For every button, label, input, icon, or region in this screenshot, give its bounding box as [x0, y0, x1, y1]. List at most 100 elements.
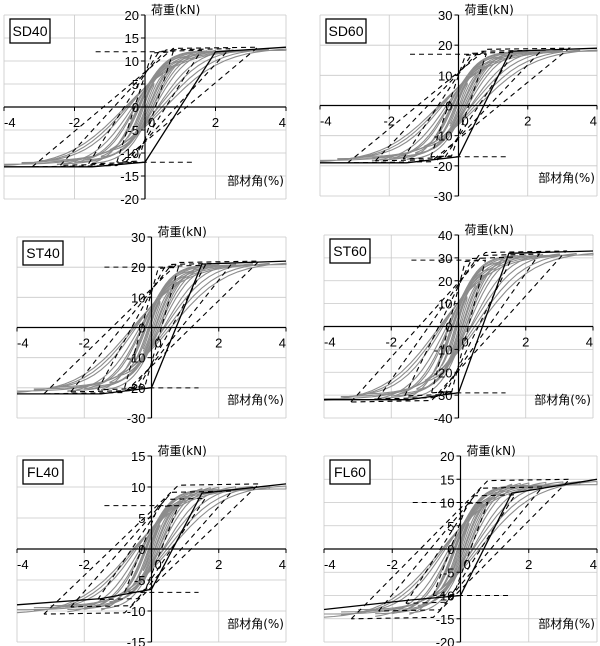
x-tick-label: 0: [464, 557, 471, 572]
y-tick-label: 5: [132, 77, 139, 92]
specimen-label-box: [329, 238, 371, 264]
x-tick-label: -2: [69, 115, 81, 130]
test-curves: [323, 480, 598, 618]
hysteresis-loop: [371, 50, 546, 162]
y-tick-label: -10: [120, 146, 139, 161]
hysteresis-loop: [84, 486, 220, 610]
x-tick-label: -2: [383, 114, 395, 129]
chart-panel-fl40: 15 10 5 0 -5 -10 -15 -4 -2 0 2 4 荷重(kN) 部材角(%) FL40: [16, 444, 287, 646]
y-tick-label: -40: [434, 411, 453, 426]
dashed-cycle: [432, 501, 489, 597]
specimen-label-box: [22, 459, 64, 485]
x-tick-label: -2: [78, 336, 90, 351]
hysteresis-loop: [449, 296, 468, 355]
x-tick-label: 2: [212, 115, 219, 130]
y-tick-label: -10: [434, 342, 453, 357]
x-axis-label: 部材角(%): [227, 173, 284, 188]
y-tick-label: -5: [443, 565, 455, 580]
x-tick-label: -4: [320, 114, 332, 129]
hysteresis-loop: [391, 254, 527, 397]
y-tick-label: 10: [438, 297, 452, 312]
y-tick-label: 20: [131, 260, 145, 275]
dashed-cycle: [88, 49, 203, 165]
y-tick-label: 0: [445, 320, 452, 335]
specimen-label: SD40: [12, 23, 47, 39]
y-tick-label: -10: [127, 351, 146, 366]
x-tick-label: 0: [155, 336, 162, 351]
y-axis-label: 荷重(kN): [465, 3, 514, 17]
y-tick-label: 20: [125, 8, 139, 23]
x-tick-label: -2: [78, 557, 90, 572]
dashed-model-cycles: [350, 478, 572, 620]
specimen-label: ST60: [333, 243, 367, 259]
x-tick-label: 4: [590, 557, 597, 572]
hysteresis-loop: [142, 300, 161, 352]
x-tick-label: 2: [215, 557, 222, 572]
y-tick-label: 10: [131, 290, 145, 305]
hysteresis-loop: [323, 252, 594, 401]
y-axis-label: 荷重(kN): [151, 3, 200, 17]
test-curves: [323, 252, 594, 401]
y-tick-label: 15: [440, 472, 454, 487]
x-axis-label: 部材角(%): [534, 392, 591, 407]
hysteresis-loop: [100, 488, 203, 611]
specimen-label: SD60: [328, 23, 363, 39]
y-tick-label: 20: [438, 274, 452, 289]
hysteresis-loop: [74, 49, 217, 163]
y-tick-label: -20: [434, 159, 453, 174]
x-tick-label: 2: [215, 336, 222, 351]
specimen-label-box: [329, 459, 371, 485]
hysteresis-loop: [67, 486, 237, 613]
x-tick-label: 4: [279, 336, 286, 351]
y-tick-label: 20: [440, 449, 454, 464]
y-axis-label: 荷重(kN): [467, 444, 516, 458]
y-tick-label: -10: [127, 604, 146, 619]
x-tick-label: -2: [386, 557, 398, 572]
dashed-model-cycles: [350, 250, 568, 403]
x-tick-label: -4: [17, 336, 29, 351]
dashed-cycle: [70, 490, 234, 608]
dashed-cycle: [124, 266, 180, 389]
dashed-cycle: [350, 250, 568, 403]
y-tick-label: -20: [434, 365, 453, 380]
y-tick-label: 10: [125, 54, 139, 69]
hysteresis-loop: [3, 48, 287, 167]
y-tick-label: -20: [120, 192, 139, 207]
dashed-cycle: [97, 264, 207, 391]
hysteresis-loop: [16, 485, 287, 614]
y-tick-label: 0: [132, 100, 139, 115]
x-tick-label: 4: [590, 114, 597, 129]
dashed-cycle: [377, 253, 541, 400]
x-axis-label: 部材角(%): [538, 170, 595, 185]
dashed-cycle: [116, 51, 174, 163]
x-tick-label: 0: [462, 114, 469, 129]
hysteresis-loop: [375, 481, 547, 617]
hysteresis-loop: [319, 49, 598, 163]
y-tick-label: -15: [120, 169, 139, 184]
dashed-model-cycles: [43, 260, 261, 395]
x-tick-label: 0: [462, 335, 469, 350]
y-tick-label: -5: [127, 123, 139, 138]
x-tick-label: 4: [279, 557, 286, 572]
y-tick-label: 10: [440, 496, 454, 511]
dashed-cycle: [350, 478, 572, 620]
y-tick-label: 10: [131, 480, 145, 495]
x-axis-label: 部材角(%): [538, 616, 595, 631]
x-tick-label: 2: [524, 114, 531, 129]
y-tick-label: 0: [138, 542, 145, 557]
x-tick-label: 0: [155, 557, 162, 572]
y-tick-label: 30: [438, 251, 452, 266]
x-tick-label: -4: [324, 557, 336, 572]
specimen-label-box: [9, 18, 51, 44]
x-tick-label: 4: [279, 115, 286, 130]
x-tick-label: -2: [385, 335, 397, 350]
y-tick-label: -15: [127, 635, 146, 646]
hysteresis-loop: [451, 522, 470, 573]
specimen-label-box: [22, 240, 64, 266]
x-axis-label: 部材角(%): [227, 392, 284, 407]
y-tick-label: -30: [434, 189, 453, 204]
y-tick-label: 5: [447, 519, 454, 534]
y-tick-label: -20: [127, 381, 146, 396]
